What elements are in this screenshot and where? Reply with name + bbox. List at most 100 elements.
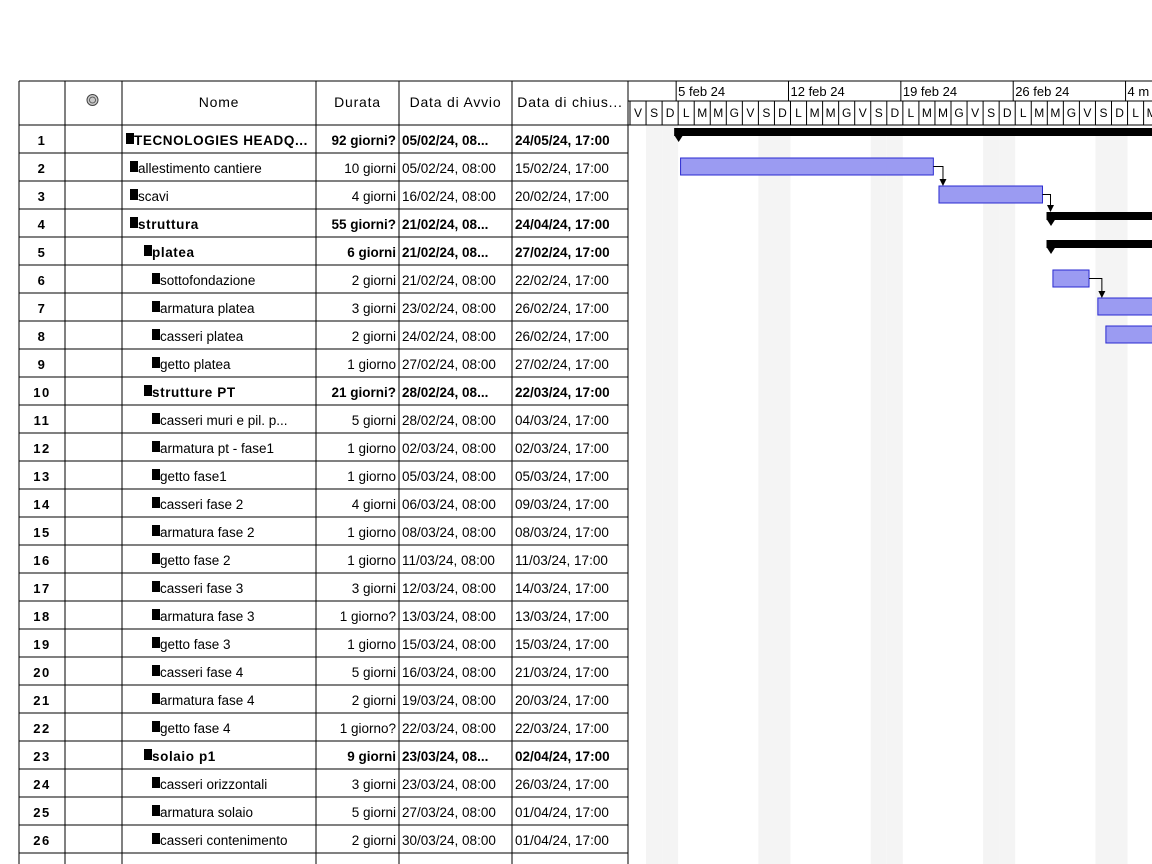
task-start[interactable]: 27/02/24, 08:00	[402, 357, 496, 372]
task-start[interactable]: 23/03/24, 08...	[402, 749, 488, 764]
task-start[interactable]: 27/03/24, 08:00	[402, 805, 496, 820]
table-row[interactable]: 12 armatura pt - fase1 1 giorno 02/03/24, 0…	[33, 441, 609, 456]
task-name[interactable]: struttura	[138, 217, 199, 232]
task-finish[interactable]: 27/02/24, 17:00	[515, 357, 609, 372]
table-row[interactable]: 3 scavi 4 giorni 16/02/24, 08:00 20/02/24, 1…	[38, 189, 609, 204]
task-finish[interactable]: 02/03/24, 17:00	[515, 441, 609, 456]
table-row[interactable]: 11 casseri muri e pil. p... 5 giorni 28/02/…	[34, 413, 609, 428]
task-duration[interactable]: 21 giorni?	[331, 385, 396, 400]
task-name[interactable]: casseri contenimento	[160, 833, 288, 848]
task-duration[interactable]: 5 giorni	[352, 413, 396, 428]
task-finish[interactable]: 15/02/24, 17:00	[515, 161, 609, 176]
task-name[interactable]: casseri platea	[160, 329, 244, 344]
table-row[interactable]: 19 getto fase 3 1 giorno 15/03/24, 08:00 15/…	[33, 637, 609, 652]
task-name[interactable]: armatura fase 4	[160, 693, 255, 708]
task-name[interactable]: solaio p1	[152, 749, 216, 764]
table-row[interactable]: 23 solaio p1 9 giorni 23/03/24, 08... 02/04/…	[33, 749, 610, 764]
table-row[interactable]: 17 casseri fase 3 3 giorni 12/03/24, 08:00 1…	[33, 581, 609, 596]
task-duration[interactable]: 55 giorni?	[331, 217, 396, 232]
task-start[interactable]: 28/02/24, 08...	[402, 385, 488, 400]
task-finish[interactable]: 01/04/24, 17:00	[515, 805, 609, 820]
task-name[interactable]: allestimento cantiere	[138, 161, 262, 176]
task-finish[interactable]: 26/03/24, 17:00	[515, 777, 609, 792]
task-start[interactable]: 15/03/24, 08:00	[402, 637, 496, 652]
task-duration[interactable]: 5 giorni	[352, 805, 396, 820]
task-name[interactable]: casseri orizzontali	[160, 777, 267, 792]
task-start[interactable]: 23/02/24, 08:00	[402, 301, 496, 316]
table-row[interactable]: 6 sottofondazione 2 giorni 21/02/24, 08:00 2…	[38, 273, 609, 288]
task-start[interactable]: 28/02/24, 08:00	[402, 413, 496, 428]
task-finish[interactable]: 20/03/24, 17:00	[515, 693, 609, 708]
task-finish[interactable]: 11/03/24, 17:00	[515, 553, 608, 568]
task-duration[interactable]: 2 giorni	[352, 693, 396, 708]
table-row[interactable]: 8 casseri platea 2 giorni 24/02/24, 08:00 26…	[38, 329, 609, 344]
task-finish[interactable]: 26/02/24, 17:00	[515, 301, 609, 316]
task-name[interactable]: casseri fase 2	[160, 497, 243, 512]
table-row[interactable]: 18 armatura fase 3 1 giorno? 13/03/24, 08:0…	[33, 609, 609, 624]
task-duration[interactable]: 1 giorno?	[340, 609, 396, 624]
task-name[interactable]: armatura fase 2	[160, 525, 255, 540]
task-duration[interactable]: 1 giorno	[347, 525, 396, 540]
task-name[interactable]: armatura solaio	[160, 805, 253, 820]
task-duration[interactable]: 2 giorni	[352, 273, 396, 288]
task-start[interactable]: 05/03/24, 08:00	[402, 469, 496, 484]
task-finish[interactable]: 22/02/24, 17:00	[515, 273, 609, 288]
task-finish[interactable]: 08/03/24, 17:00	[515, 525, 609, 540]
task-duration[interactable]: 1 giorno	[347, 553, 396, 568]
table-row[interactable]: 7 armatura platea 3 giorni 23/02/24, 08:00 2…	[38, 301, 609, 316]
task-duration[interactable]: 3 giorni	[352, 581, 396, 596]
task-finish[interactable]: 22/03/24, 17:00	[515, 721, 609, 736]
task-duration[interactable]: 6 giorni	[347, 245, 396, 260]
table-row[interactable]: 24 casseri orizzontali 3 giorni 23/03/24, 0…	[33, 777, 609, 792]
table-row[interactable]: 13 getto fase1 1 giorno 05/03/24, 08:00 05/0…	[33, 469, 609, 484]
task-finish[interactable]: 05/03/24, 17:00	[515, 469, 609, 484]
table-row[interactable]: 10 strutture PT 21 giorni? 28/02/24, 08... 2…	[33, 385, 610, 400]
task-finish[interactable]: 21/03/24, 17:00	[515, 665, 609, 680]
table-row[interactable]: 14 casseri fase 2 4 giorni 06/03/24, 08:00 0…	[33, 497, 609, 512]
task-duration[interactable]: 1 giorno	[347, 469, 396, 484]
task-bar[interactable]	[1105, 325, 1152, 344]
task-finish[interactable]: 24/04/24, 17:00	[515, 217, 610, 232]
task-finish[interactable]: 15/03/24, 17:00	[515, 637, 609, 652]
task-finish[interactable]: 14/03/24, 17:00	[515, 581, 609, 596]
task-duration[interactable]: 10 giorni	[344, 161, 396, 176]
task-name[interactable]: getto fase 2	[160, 553, 231, 568]
task-finish[interactable]: 13/03/24, 17:00	[515, 609, 609, 624]
task-finish[interactable]: 02/04/24, 17:00	[515, 749, 610, 764]
task-duration[interactable]: 2 giorni	[352, 833, 396, 848]
task-start[interactable]: 21/02/24, 08...	[402, 245, 488, 260]
column-header-duration[interactable]: Durata	[334, 94, 381, 110]
task-start[interactable]: 05/02/24, 08:00	[402, 161, 496, 176]
task-start[interactable]: 16/03/24, 08:00	[402, 665, 496, 680]
task-name[interactable]: platea	[152, 245, 195, 260]
summary-bar[interactable]	[1046, 240, 1152, 248]
task-name[interactable]: armatura platea	[160, 301, 255, 316]
table-row[interactable]: 5 platea 6 giorni 21/02/24, 08... 27/02/24, …	[38, 245, 610, 260]
task-duration[interactable]: 4 giorni	[352, 497, 396, 512]
table-row[interactable]: 16 getto fase 2 1 giorno 11/03/24, 08:00 11/…	[33, 553, 608, 568]
task-duration[interactable]: 1 giorno?	[340, 721, 396, 736]
task-finish[interactable]: 01/04/24, 17:00	[515, 833, 609, 848]
table-row[interactable]: 20 casseri fase 4 5 giorni 16/03/24, 08:00 2…	[33, 665, 609, 680]
table-row[interactable]: 9 getto platea 1 giorno 27/02/24, 08:00 27/0…	[38, 357, 609, 372]
task-start[interactable]: 06/03/24, 08:00	[402, 497, 496, 512]
task-name[interactable]: casseri muri e pil. p...	[160, 413, 288, 428]
task-start[interactable]: 08/03/24, 08:00	[402, 525, 496, 540]
table-row[interactable]: 25 armatura solaio 5 giorni 27/03/24, 08:00…	[33, 805, 609, 820]
task-name[interactable]: casseri fase 3	[160, 581, 243, 596]
task-start[interactable]: 19/03/24, 08:00	[402, 693, 496, 708]
task-duration[interactable]: 2 giorni	[352, 329, 396, 344]
task-duration[interactable]: 5 giorni	[352, 665, 396, 680]
task-finish[interactable]: 24/05/24, 17:00	[515, 133, 610, 148]
task-start[interactable]: 13/03/24, 08:00	[402, 609, 496, 624]
task-duration[interactable]: 3 giorni	[352, 777, 396, 792]
task-bar[interactable]	[1097, 297, 1152, 316]
task-finish[interactable]: 27/02/24, 17:00	[515, 245, 610, 260]
table-row[interactable]: 15 armatura fase 2 1 giorno 08/03/24, 08:00…	[33, 525, 609, 540]
task-finish[interactable]: 26/02/24, 17:00	[515, 329, 609, 344]
task-duration[interactable]: 1 giorno	[347, 441, 396, 456]
task-name[interactable]: getto fase1	[160, 469, 227, 484]
task-name[interactable]: armatura pt - fase1	[160, 441, 274, 456]
task-name[interactable]: sottofondazione	[160, 273, 255, 288]
task-duration[interactable]: 1 giorno	[347, 357, 396, 372]
